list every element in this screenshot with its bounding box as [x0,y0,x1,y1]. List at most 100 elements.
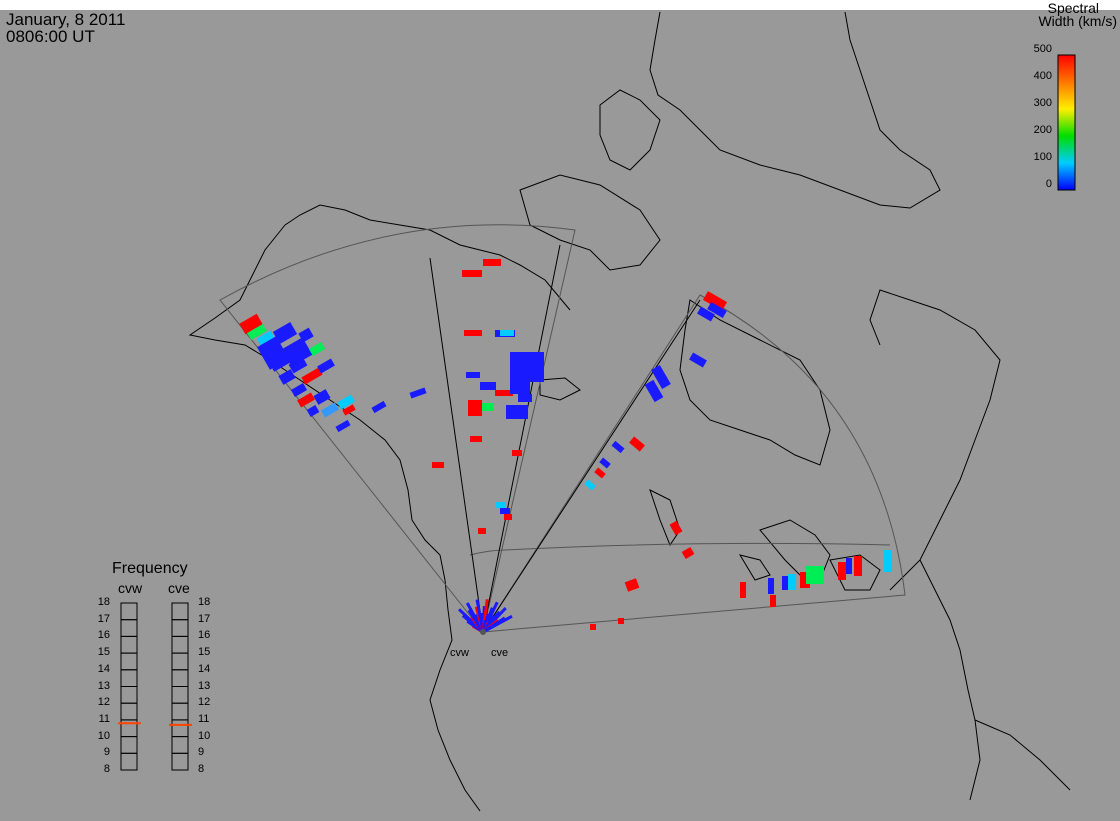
radar-echo-cell [483,259,501,266]
frequency-gauge-cell [120,652,138,671]
frequency-scale-tick: 9 [198,746,205,759]
radar-echo-cell [590,624,596,630]
frequency-gauge-cell [120,635,138,654]
radar-echo-cell [468,400,482,416]
frequency-scale-tick: 12 [198,696,211,709]
radar-echo-cell [707,302,727,318]
arctic-islands-coastline [519,174,661,271]
radar-echo-cell [247,324,267,340]
coastlines [188,11,1071,812]
radar-echo-cell [239,313,263,335]
greenland-coastline [649,11,941,209]
cvw-gate-arc [469,549,506,556]
radar-echo-cell [782,576,788,590]
radar-echo-cell [495,390,513,396]
radar-echo-cell [464,330,482,336]
frequency-gauge-cell [171,619,189,637]
radar-echo-cell [301,367,323,385]
station-label-cvw: cvw [450,647,469,659]
frequency-gauge-cell [120,752,138,771]
radar-echo-cell [669,520,683,536]
frequency-scale-tick: 14 [198,662,211,675]
radar-echo-cell [313,389,331,405]
frequency-gauge-cell [171,652,189,671]
cve-beam-line [482,244,561,633]
frequency-gauge-cell [171,602,189,621]
fov-beam-lines [429,244,701,633]
frequency-scale-tick: 14 [97,662,110,675]
radar-echo-cell [518,394,532,402]
radar-echo-cell [584,479,596,491]
radar-echo-cell [297,392,315,408]
colorbar-title-line1: Spectral [1047,0,1099,16]
radar-echo-cell [854,556,862,576]
radar-echo-cell [768,578,774,594]
radar-echo-cell [256,330,276,348]
frequency-gauge-cell [120,602,138,621]
colorbar-tick: 100 [1033,151,1052,163]
radar-echo-cell [697,306,715,322]
radar-echo-cell [272,321,298,345]
date-label: January, 8 2011 [6,10,126,29]
radar-echo-cell [290,383,308,397]
radar-echo-cell [624,578,640,592]
radar-echo-cell [594,467,606,479]
radar-echo-cell [281,337,313,367]
radar-echo-cell [278,369,296,385]
cve-beam-line-2 [482,299,701,633]
frequency-radar-label-cve: cve [168,580,190,596]
radar-echo-cell [510,380,530,394]
colorbar-tick: 400 [1033,70,1052,82]
frequency-gauge-cell [120,686,138,704]
radar-echo-cell [478,528,486,534]
radar-echo-cell [504,514,512,520]
frequency-gauge-cell [120,619,138,637]
radar-site-marker [480,629,486,635]
frequency-gauges [118,602,192,771]
radar-echo-cell [506,405,528,419]
radar-echo-cell [500,330,514,336]
radar-echo-cell [681,547,695,559]
radar-echo-cell [335,419,351,433]
east-coast-coastline [869,289,1071,801]
radar-echo-cell [432,462,444,468]
hudson-bay-coastline [679,299,831,466]
radar-echo-cell [629,436,645,452]
frequency-gauge-cell [171,719,189,738]
near-range-echo [482,614,513,634]
cvw-beam-line [429,257,484,633]
cve-field-of-view [482,294,906,633]
frequency-gauge-cell [171,669,189,687]
radar-echo-cell [740,582,746,598]
colorbar-title-line2: Width (km/s) [1038,13,1117,29]
radar-echo-cell [268,352,290,372]
radar-echo-cell [470,436,482,442]
radar-echo-cell [846,558,852,574]
radar-echo-cell [800,572,810,588]
radar-echo-cell [288,356,308,374]
frequency-radar-label-cvw: cvw [118,580,143,596]
radar-echo-cell [599,457,611,469]
radar-echo-cell [702,291,728,311]
radar-echo-cell [496,502,506,508]
frequency-gauge-cell [120,702,138,721]
frequency-scale-tick: 16 [198,629,211,642]
cvw-field-of-view [219,224,576,633]
frequency-gauge-cell [120,736,138,754]
station-label-cve: cve [491,647,509,659]
fields-of-view [219,224,906,633]
frequency-scale-tick: 10 [198,729,211,742]
time-label: 0806:00 UT [6,27,95,46]
colorbar-tick: 300 [1033,97,1052,109]
radar-echo-cell [689,352,707,368]
radar-echo-cell [371,400,387,414]
map-canvas [0,10,1120,821]
great-slave-lake [539,377,581,401]
lake-winnipeg [649,489,681,547]
frequency-scale-tick: 9 [103,746,110,759]
radar-echo-cell [651,364,671,390]
radar-echo-cell [644,379,664,403]
frequency-gauge-cell [171,736,189,754]
radar-echo-cell [321,402,339,418]
